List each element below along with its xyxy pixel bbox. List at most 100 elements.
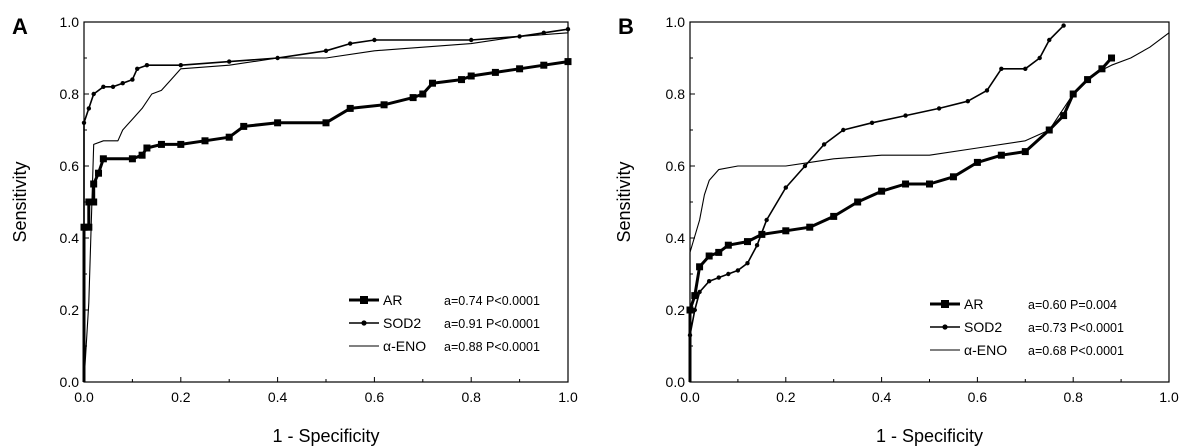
data-point [903,113,908,118]
data-point [821,142,827,147]
data-point [95,169,103,177]
data-point [878,187,886,195]
series-sod2: SOD2 a=0.73 P<0.0001 [687,23,1124,382]
series-line [689,25,1065,382]
data-point [120,81,125,86]
data-point [85,223,93,231]
data-point [735,268,741,273]
data-point [110,84,116,90]
data-point [323,48,329,53]
y-tick-label: 0.4 [666,230,686,246]
data-point [135,66,140,72]
y-tick-label: 0.4 [60,230,80,246]
data-point [90,180,98,188]
data-point [726,271,731,277]
data-point [90,198,98,206]
legend-stat: a=0.88 P<0.0001 [444,340,540,354]
legend-marker [360,296,368,304]
y-tick-label: 0.8 [666,86,686,102]
x-axis-title: 1 - Specificity [272,426,379,446]
roc-panel-b: B 0.0 0.2 0.4 0.6 0.8 1.0 0.0 0.2 0.4 0.6 0.8 1.0 1 -… [614,14,1179,446]
y-tick-label: 0.8 [60,86,80,102]
legend-marker [942,324,948,330]
legend-marker [941,300,949,308]
y-tick-label: 1.0 [666,14,686,30]
data-point [1098,65,1106,73]
panel-letter: A [12,14,28,39]
series--eno: α-ENO a=0.68 P<0.0001 [689,32,1170,382]
data-point [409,94,417,102]
data-point [745,261,750,266]
data-point [692,307,697,313]
legend-marker [361,320,367,326]
x-axis-title: 1 - Specificity [876,426,983,446]
legend-label: SOD2 [964,319,1002,335]
data-point [143,144,151,152]
legend-label: α-ENO [964,342,1007,358]
x-tick-label: 0.0 [680,389,700,405]
panel-letter: B [618,14,634,39]
data-point [346,104,354,112]
data-point [201,137,209,145]
legend-label: SOD2 [383,315,421,331]
legend-stat: a=0.68 P<0.0001 [1028,344,1124,358]
data-point [806,223,814,231]
data-point [902,180,910,188]
legend-label: AR [964,296,983,312]
data-point [1061,23,1066,28]
data-point [696,263,704,271]
x-tick-label: 0.4 [268,389,288,405]
data-point [91,91,96,97]
data-point [764,217,769,223]
data-point [754,243,760,248]
data-point [419,90,427,98]
y-tick-label: 0.6 [60,158,80,174]
data-point [854,198,862,206]
legend-label: AR [383,292,402,308]
data-point [691,292,699,300]
roc-panel-a: A 0.0 0.2 0.4 0.6 0.8 1.0 0.0 0.2 0.4 0.6 0.8 1.0 1 -… [10,14,578,446]
series-sod2: SOD2 a=0.91 P<0.0001 [81,27,571,382]
data-point [178,62,183,68]
legend-stat: a=0.60 P=0.004 [1028,298,1117,312]
data-point [705,252,713,260]
data-point [783,185,788,190]
data-point [1037,55,1042,61]
x-tick-label: 0.6 [968,389,988,405]
data-point [128,155,136,163]
series-ar: AR a=0.74 P<0.0001 [80,58,572,382]
y-axis-title: Sensitivity [10,161,30,242]
series-line [83,25,569,383]
data-point [715,248,723,256]
x-tick-label: 0.6 [365,389,385,405]
x-tick-label: 1.0 [1159,389,1179,405]
data-point [984,88,990,93]
data-point [541,30,546,35]
data-point [1060,112,1068,120]
data-point [458,76,466,84]
data-point [177,140,185,148]
data-point [999,66,1004,72]
data-point [1047,37,1052,43]
series-line [82,60,569,382]
data-point [743,238,751,246]
data-point [564,58,572,66]
data-point [491,68,499,76]
data-point [697,289,702,295]
data-point [81,120,87,126]
data-point [965,99,971,104]
data-point [322,119,330,127]
data-point [516,65,524,73]
data-point [469,37,474,43]
data-point [428,79,436,87]
data-point [227,59,232,64]
data-point [841,127,846,133]
data-point [782,227,790,235]
data-point [138,151,146,159]
data-point [1021,148,1029,156]
x-tick-label: 0.0 [74,389,94,405]
data-point [1023,66,1028,72]
y-tick-label: 0.0 [60,374,80,390]
